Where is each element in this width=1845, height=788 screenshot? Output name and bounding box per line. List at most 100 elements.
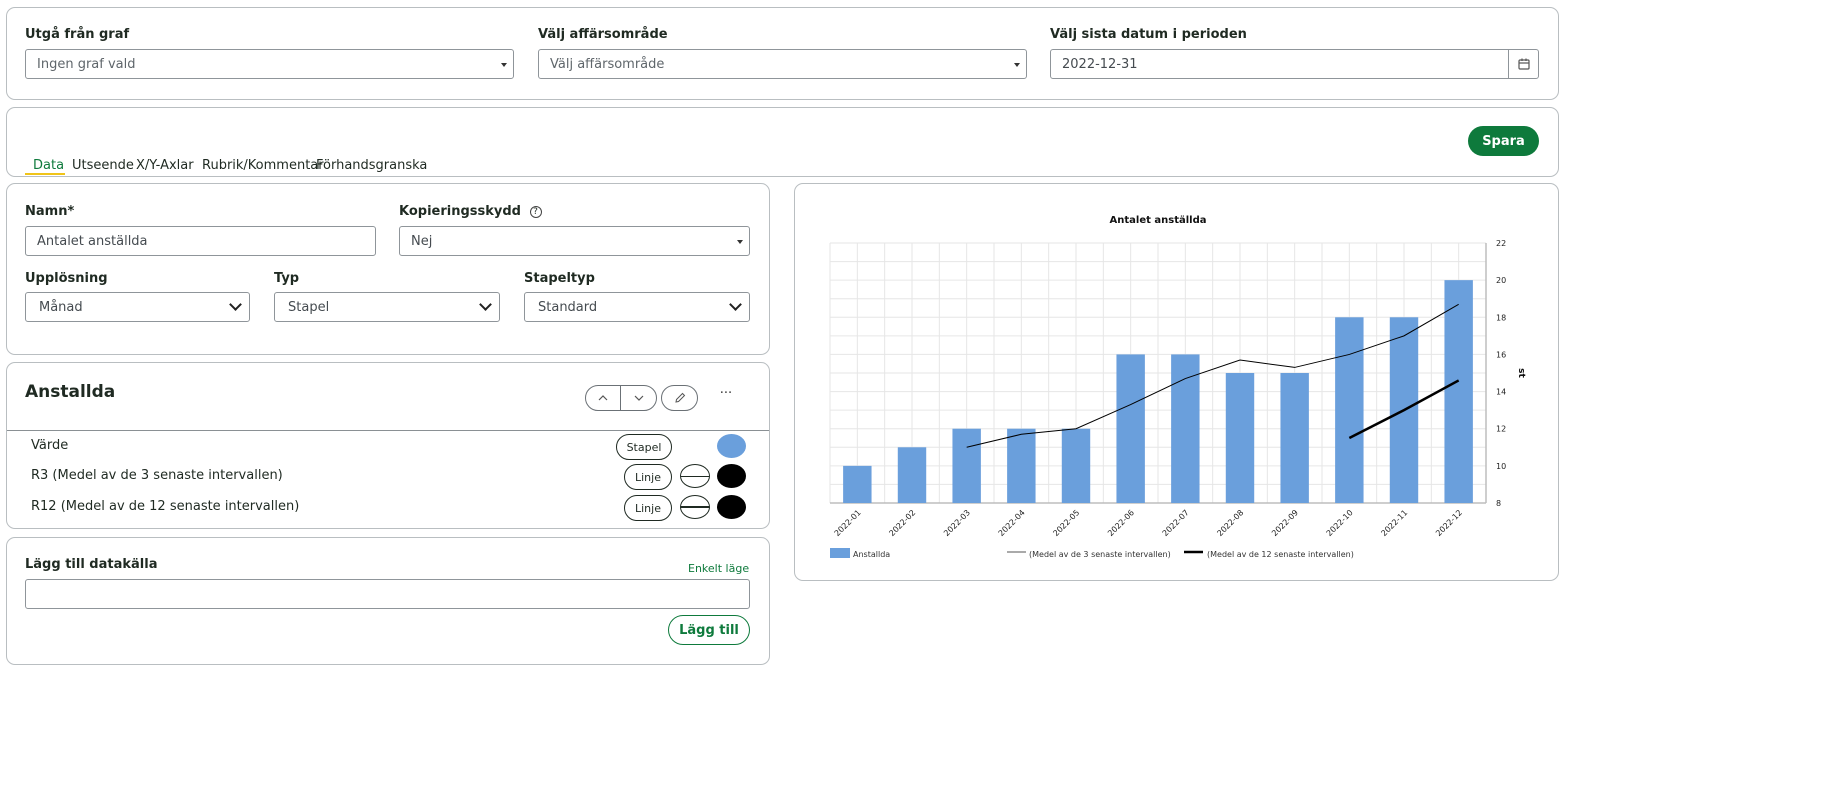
- more-options-icon[interactable]: ···: [719, 386, 733, 401]
- y-tick-label: 14: [1496, 388, 1506, 397]
- form-card: [6, 183, 770, 355]
- chart-bar: [1007, 428, 1036, 503]
- tab-förhandsgranska[interactable]: Förhandsgranska: [316, 158, 428, 173]
- datasource-input[interactable]: [25, 579, 750, 609]
- x-tick-label: 2022-09: [1270, 508, 1300, 538]
- series-title: Anstallda: [25, 382, 116, 402]
- series-type-button[interactable]: Linje: [624, 495, 672, 521]
- resolution-label: Upplösning: [25, 271, 108, 286]
- name-input-value: Antalet anställda: [37, 233, 148, 249]
- x-tick-label: 2022-04: [997, 508, 1027, 538]
- tab-utseende[interactable]: Utseende: [72, 158, 134, 173]
- area-label: Välj affärsområde: [538, 27, 668, 42]
- name-label: Namn*: [25, 204, 75, 219]
- copy-protection-value: Nej: [411, 233, 433, 249]
- chart-bar: [897, 447, 927, 503]
- x-tick-label: 2022-11: [1379, 508, 1409, 538]
- bartype-select[interactable]: Standard: [524, 292, 750, 322]
- series-row-label: R12 (Medel av de 12 senaste intervallen): [31, 499, 300, 514]
- type-select[interactable]: Stapel: [274, 292, 500, 322]
- line-style-button[interactable]: [680, 495, 710, 519]
- tabs-card: [6, 107, 1559, 177]
- simple-mode-link[interactable]: Enkelt läge: [688, 562, 750, 575]
- area-select[interactable]: Välj affärsområde: [538, 49, 1027, 79]
- series-type-button[interactable]: Stapel: [616, 434, 672, 460]
- bartype-label: Stapeltyp: [524, 271, 595, 286]
- chevron-up-icon: [598, 395, 608, 401]
- chart-line-series: [966, 303, 1459, 448]
- series-row-label: R3 (Medel av de 3 senaste intervallen): [31, 468, 283, 483]
- tab-x-y-axlar[interactable]: X/Y-Axlar: [136, 158, 194, 173]
- chevron-down-icon: [479, 298, 492, 311]
- series-color-swatch[interactable]: [717, 495, 746, 519]
- line-style-icon: [681, 476, 709, 477]
- line-style-button[interactable]: [680, 464, 710, 488]
- calendar-icon: [1518, 58, 1530, 70]
- tab-rubrik-kommentar[interactable]: Rubrik/Kommentar: [202, 158, 324, 173]
- date-input[interactable]: 2022-12-31: [1050, 49, 1539, 79]
- chart-bar: [1171, 354, 1200, 503]
- legend-label: (Medel av de 3 senaste intervallen): [1029, 550, 1171, 559]
- y-tick-label: 22: [1496, 239, 1506, 248]
- caret-down-icon: [501, 63, 507, 67]
- chart-bar: [843, 465, 872, 503]
- legend-label: Anstallda: [853, 550, 890, 559]
- add-button[interactable]: Lägg till: [668, 615, 750, 645]
- chart-bar: [1116, 354, 1145, 503]
- chart-bar: [1335, 317, 1364, 503]
- graph-select-value: Ingen graf vald: [37, 56, 136, 72]
- series-row-label: Värde: [31, 438, 69, 453]
- x-tick-label: 2022-10: [1325, 508, 1355, 538]
- type-value: Stapel: [288, 299, 330, 315]
- chart: Antalet anställda 8 10 12 14 16 18 20 22 st 2022-0…: [829, 215, 1526, 559]
- chart-bar: [1225, 373, 1255, 503]
- y-tick-label: 20: [1496, 276, 1506, 285]
- edit-button[interactable]: [661, 385, 698, 411]
- x-tick-label: 2022-06: [1106, 508, 1136, 538]
- datasource-label: Lägg till datakälla: [25, 557, 158, 572]
- line-style-icon: [681, 506, 709, 508]
- y-tick-label: 8: [1496, 499, 1501, 508]
- series-color-swatch[interactable]: [717, 464, 746, 488]
- tab-active-underline: [25, 173, 65, 175]
- legend-label: (Medel av de 12 senaste intervallen): [1207, 550, 1354, 559]
- bartype-value: Standard: [538, 299, 598, 315]
- calendar-button[interactable]: [1508, 49, 1539, 79]
- move-up-button[interactable]: [585, 385, 621, 411]
- x-tick-label: 2022-07: [1161, 508, 1191, 538]
- caret-down-icon: [1014, 63, 1020, 67]
- y-tick-label: 12: [1496, 425, 1506, 434]
- caret-down-icon: [737, 240, 743, 244]
- help-icon[interactable]: ?: [529, 205, 542, 218]
- chart-bar: [1061, 428, 1091, 503]
- graph-select[interactable]: Ingen graf vald: [25, 49, 514, 79]
- chevron-down-icon: [229, 298, 242, 311]
- chart-title: Antalet anställda: [1110, 215, 1207, 226]
- move-down-button[interactable]: [620, 385, 657, 411]
- date-label: Välj sista datum i perioden: [1050, 27, 1247, 42]
- series-type-button[interactable]: Linje: [624, 464, 672, 490]
- x-tick-label: 2022-02: [887, 508, 917, 538]
- x-tick-label: 2022-05: [1051, 508, 1081, 538]
- copy-protection-label: Kopieringsskydd ?: [399, 204, 542, 219]
- chevron-down-icon: [729, 298, 742, 311]
- resolution-select[interactable]: Månad: [25, 292, 250, 322]
- type-label: Typ: [274, 271, 300, 286]
- save-button[interactable]: Spara: [1468, 126, 1539, 156]
- chart-bar: [1444, 280, 1473, 503]
- chart-bar: [1280, 373, 1309, 503]
- tab-data[interactable]: Data: [33, 158, 65, 173]
- x-tick-label: 2022-12: [1434, 508, 1464, 538]
- copy-protection-text: Kopieringsskydd: [399, 204, 521, 219]
- x-tick-label: 2022-01: [833, 508, 863, 538]
- name-input[interactable]: Antalet anställda: [25, 226, 376, 256]
- graph-label: Utgå från graf: [25, 27, 130, 42]
- chart-bar: [952, 428, 981, 503]
- legend-swatch-bar: [830, 548, 850, 558]
- y-tick-label: 18: [1496, 313, 1506, 322]
- copy-protection-select[interactable]: Nej: [399, 226, 750, 256]
- series-color-swatch[interactable]: [717, 434, 746, 458]
- x-tick-label: 2022-03: [942, 508, 972, 538]
- series-divider: [7, 430, 769, 431]
- chevron-down-icon: [634, 395, 643, 401]
